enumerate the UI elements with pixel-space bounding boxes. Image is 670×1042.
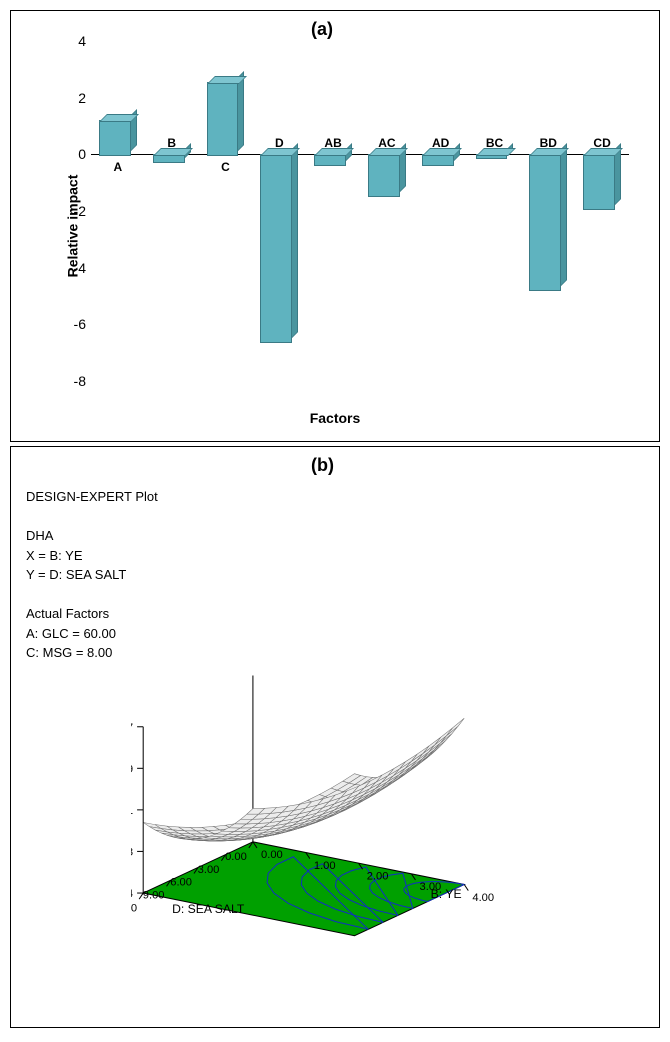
- y-tick: 0: [78, 146, 86, 162]
- bar-AD: [422, 154, 460, 164]
- category-label: AD: [429, 136, 453, 150]
- z-tick-label: 19.53: [131, 846, 133, 858]
- y-tick: -6: [74, 316, 86, 332]
- bar-AB: [314, 154, 352, 164]
- d-axis-label: D: SEA SALT: [172, 902, 245, 916]
- d-tick-label: 9.00: [143, 890, 165, 902]
- d-tick-label: 12.00: [131, 902, 137, 914]
- chart-area-a: ABCDABACADBCBDCD: [91, 41, 629, 381]
- y-axis-a: -8-6-4-2024: [61, 41, 91, 381]
- z-tick-label: 13.84: [131, 888, 133, 900]
- response-surface-plot: 13.8419.5325.2130.8936.57DHA0.003.006.00…: [131, 557, 639, 1004]
- x-axis-label-a: Factors: [310, 410, 361, 426]
- y-tick: -8: [74, 373, 86, 389]
- b-tick-label: 1.00: [314, 860, 336, 872]
- d-tick-label: 0.00: [225, 851, 247, 863]
- bar-CD: [583, 154, 621, 208]
- b-axis-label: B: YE: [431, 887, 462, 901]
- panel-b: (b) DESIGN-EXPERT Plot DHA X = B: YE Y =…: [10, 446, 660, 1028]
- z-tick-label: 30.89: [131, 763, 133, 775]
- bar-D: [260, 154, 298, 341]
- panel-b-label: (b): [311, 455, 334, 476]
- z-tick-label: 36.57: [131, 722, 133, 734]
- response-name: DHA: [26, 526, 158, 546]
- surface-cell: [446, 718, 464, 736]
- z-tick-label: 25.21: [131, 805, 133, 817]
- d-tick-label: 6.00: [170, 877, 192, 889]
- surface-cell: [429, 736, 447, 752]
- b-tick-label: 4.00: [472, 892, 494, 904]
- y-tick: 2: [78, 90, 86, 106]
- bar-AC: [368, 154, 406, 195]
- y-tick: -4: [74, 260, 86, 276]
- panel-a-label: (a): [311, 19, 333, 40]
- bar-C: [207, 82, 245, 154]
- bar-A: [99, 120, 137, 154]
- bars-container: ABCDABACADBCBDCD: [91, 41, 629, 381]
- category-label: C: [214, 160, 238, 174]
- bar-B: [153, 154, 191, 161]
- y-tick: -2: [74, 203, 86, 219]
- d-tick-label: 3.00: [198, 864, 220, 876]
- category-label: BC: [483, 136, 507, 150]
- y-tick: 4: [78, 33, 86, 49]
- category-label: BD: [536, 136, 560, 150]
- category-label: D: [267, 136, 291, 150]
- category-label: AC: [375, 136, 399, 150]
- bar-BD: [529, 154, 567, 289]
- category-label: AB: [321, 136, 345, 150]
- plot-title: DESIGN-EXPERT Plot: [26, 487, 158, 507]
- category-label: CD: [590, 136, 614, 150]
- b-tick: [464, 885, 468, 891]
- category-label: B: [160, 136, 184, 150]
- b-tick-label: 0.00: [261, 849, 283, 861]
- panel-a: (a) Relative impact -8-6-4-2024 ABCDABAC…: [10, 10, 660, 442]
- b-tick-label: 2.00: [367, 870, 389, 882]
- bar-BC: [476, 154, 514, 157]
- category-label: A: [106, 160, 130, 174]
- surface-cell: [440, 726, 458, 743]
